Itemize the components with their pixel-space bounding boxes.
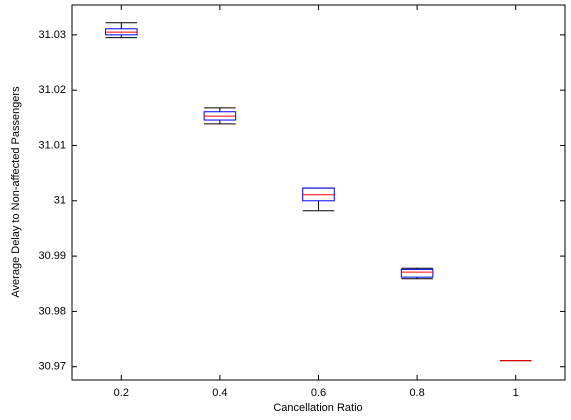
y-tick-label: 31 <box>54 195 66 207</box>
x-tick-label: 0.8 <box>409 387 424 399</box>
x-tick-label: 0.2 <box>114 387 129 399</box>
y-tick-label: 31.03 <box>38 29 66 41</box>
x-axis-title: Cancellation Ratio <box>273 402 362 414</box>
x-tick-label: 0.4 <box>212 387 227 399</box>
y-tick-label: 30.97 <box>38 361 66 373</box>
x-tick-label: 1 <box>513 387 519 399</box>
y-axis-title: Average Delay to Non-affected Passengers <box>10 86 22 298</box>
x-tick-label: 0.6 <box>311 387 326 399</box>
y-tick-label: 30.98 <box>38 305 66 317</box>
box <box>400 268 434 278</box>
y-tick-label: 30.99 <box>38 250 66 262</box>
y-tick-label: 31.02 <box>38 84 66 96</box>
plot-frame <box>71 4 566 381</box>
y-tick-label: 31.01 <box>38 139 66 151</box>
